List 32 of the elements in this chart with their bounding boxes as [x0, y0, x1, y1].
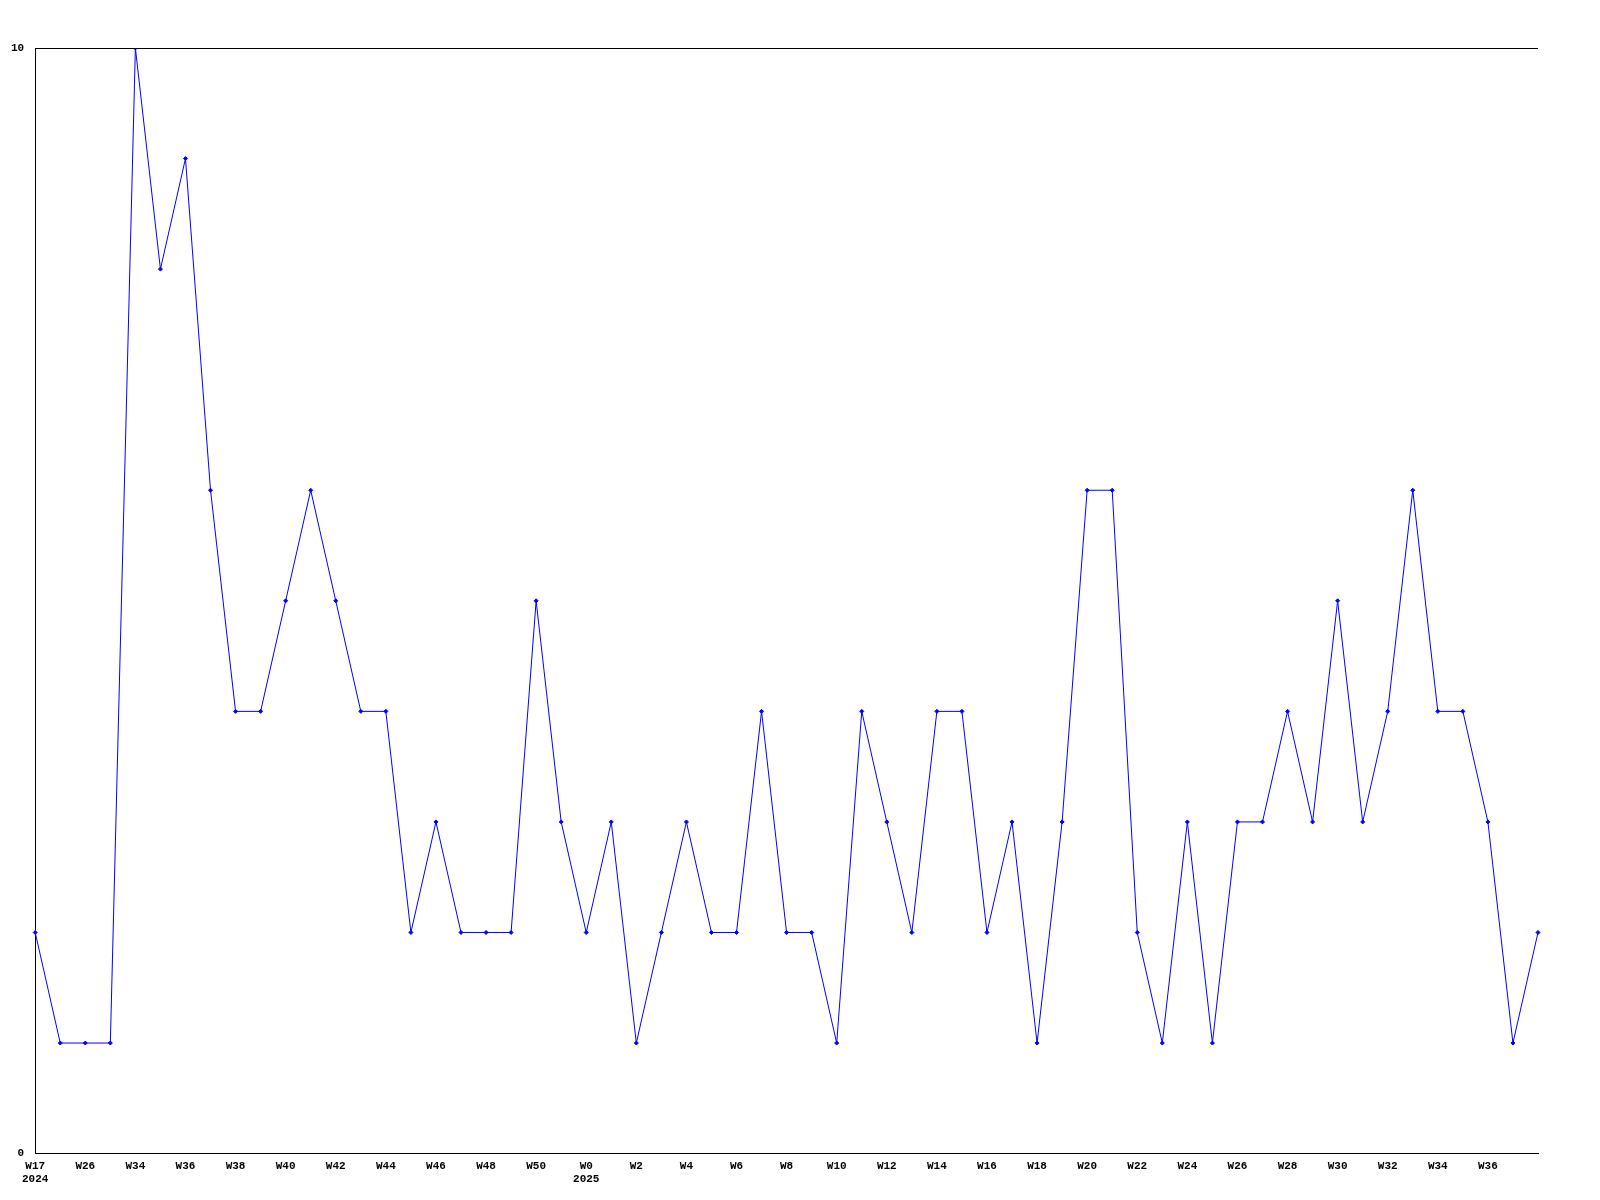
x-tick-label: W38 — [225, 1159, 246, 1172]
x-tick-label: W0 2025 — [573, 1159, 600, 1186]
y-tick-label: 10 — [11, 41, 25, 54]
x-tick-label: W42 — [325, 1159, 346, 1172]
x-tick-label: W46 — [426, 1159, 446, 1172]
x-tick-label: W36 — [1478, 1159, 1498, 1172]
x-tick-label: W8 — [780, 1159, 794, 1172]
x-tick-label: W50 — [526, 1159, 547, 1172]
x-tick-label: W32 — [1377, 1159, 1398, 1172]
x-tick-label: W26 — [75, 1159, 96, 1172]
x-tick-label: W12 — [876, 1159, 897, 1172]
x-tick-label: W44 — [375, 1159, 397, 1172]
x-tick-label: W6 — [729, 1159, 744, 1172]
x-tick-label: W34 — [1427, 1159, 1449, 1172]
x-tick-label: W30 — [1327, 1159, 1348, 1172]
y-tick-label: 0 — [17, 1147, 25, 1160]
x-tick-label: W26 — [1227, 1159, 1248, 1172]
x-tick-label: W20 — [1077, 1159, 1098, 1172]
x-tick-label: W28 — [1277, 1159, 1298, 1172]
x-tick-label: W10 — [826, 1159, 847, 1172]
x-tick-label: W18 — [1027, 1159, 1048, 1172]
x-tick-label: W4 — [679, 1159, 694, 1172]
x-tick-label: W16 — [977, 1159, 997, 1172]
x-tick-label: W34 — [125, 1159, 146, 1172]
x-tick-label: W17 2024 — [22, 1159, 49, 1186]
x-tick-label: W22 — [1127, 1159, 1148, 1172]
x-tick-label: W14 — [926, 1159, 948, 1172]
x-tick-label: W48 — [476, 1159, 497, 1172]
x-tick-label: W36 — [175, 1159, 196, 1172]
x-tick-label: W40 — [275, 1159, 296, 1172]
x-tick-label: W2 — [629, 1159, 643, 1172]
x-tick-label: W24 — [1177, 1159, 1198, 1172]
